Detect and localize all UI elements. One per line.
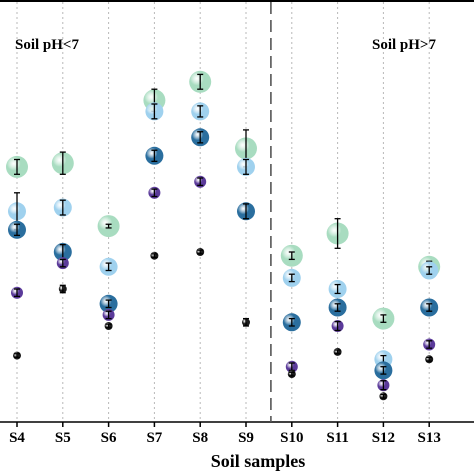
data-point-series2-S13 [420,261,439,280]
data-point-series4-S13 [423,338,436,351]
data-point-series3-S8 [191,128,210,147]
x-tick-label-S5: S5 [55,430,71,446]
data-point-series2-S8 [191,102,210,121]
data-point-series5-S10 [287,370,296,379]
x-axis-ticks: S4 S5 S6 S7 S8 S9 S10 S11 S12 S13 [9,422,441,446]
data-point-series5-S6 [104,322,113,330]
x-tick-label-S11: S11 [326,430,349,446]
data-point-series4-S11 [331,320,344,332]
region-label-alkaline: Soil pH>7 [372,37,436,53]
data-point-series4-S7 [148,186,161,199]
x-tick-label-S10: S10 [280,430,303,446]
x-axis-title: Soil samples [211,451,306,471]
data-point-series1-S11 [326,218,349,249]
data-point-series3-S4 [8,220,26,239]
vertical-grid [16,2,430,422]
plot-frame [0,0,474,423]
region-label-acidic: Soil pH<7 [15,37,79,53]
x-tick-label-S4: S4 [9,430,25,446]
data-point-series2-S6 [99,257,118,276]
data-point-series2-S9 [237,157,255,176]
data-point-series2-S7 [145,102,164,121]
data-point-series2-S5 [53,198,72,217]
data-point-series1-S4 [6,155,28,178]
data-point-series3-S11 [328,298,347,317]
x-tick-label-S13: S13 [418,430,441,446]
data-point-series4-S12 [377,379,390,392]
data-point-series2-S10 [282,268,301,287]
data-point-series4-S8 [194,175,207,188]
data-point-series4-S4 [11,286,23,299]
data-point-series5-S11 [333,347,342,356]
data-point-series3-S7 [145,146,164,165]
data-point-series1-S10 [280,244,303,267]
data-points [6,70,441,401]
data-point-series5-S12 [379,392,388,401]
data-point-series5-S4 [13,351,21,360]
data-point-series5-S13 [425,355,434,364]
data-point-series5-S8 [196,248,205,256]
x-tick-label-S7: S7 [146,430,162,446]
data-point-series1-S8 [189,70,212,93]
x-tick-label-S6: S6 [101,430,117,446]
data-point-series5-S5 [58,284,67,294]
x-tick-label-S8: S8 [192,430,208,446]
data-point-series2-S11 [328,280,347,298]
data-point-series3-S10 [282,313,301,332]
x-tick-label-S12: S12 [372,430,395,446]
x-tick-label-S9: S9 [238,430,254,446]
data-point-series3-S12 [374,361,393,380]
data-point-series4-S5 [56,257,69,270]
data-point-series3-S13 [420,298,439,317]
data-point-series1-S5 [51,151,74,175]
data-point-series3-S9 [237,202,255,221]
data-point-series1-S12 [372,307,395,330]
data-point-series1-S6 [97,215,120,238]
data-point-series4-S6 [102,308,115,321]
data-point-series3-S6 [99,294,118,313]
data-point-series5-S9 [242,317,250,327]
data-point-series5-S7 [150,251,159,260]
